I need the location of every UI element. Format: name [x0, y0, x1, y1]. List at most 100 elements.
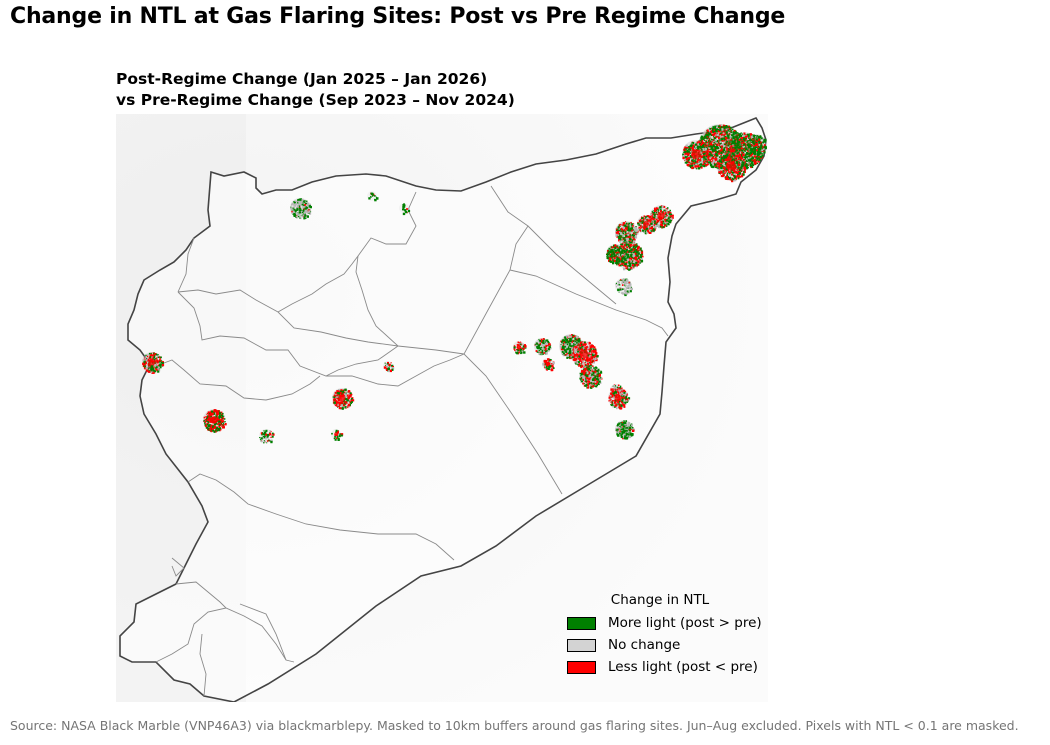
ntl-pixel — [747, 152, 749, 154]
ntl-pixel — [550, 359, 552, 361]
site-core-decrease — [545, 361, 551, 367]
ntl-pixel — [728, 156, 731, 159]
ntl-pixel — [736, 153, 738, 155]
ntl-pixel — [309, 205, 312, 209]
ntl-pixel — [685, 152, 689, 155]
ntl-pixel — [633, 234, 636, 237]
ntl-pixel — [607, 250, 609, 252]
ntl-pixel — [301, 203, 304, 206]
ntl-pixel — [708, 145, 712, 148]
ntl-pixel — [753, 150, 755, 151]
ntl-pixel — [720, 151, 723, 154]
ntl-pixel — [626, 282, 628, 284]
ntl-pixel — [734, 153, 736, 155]
ntl-pixel — [640, 249, 643, 252]
ntl-pixel — [713, 137, 717, 140]
ntl-pixel — [723, 125, 725, 127]
ntl-pixel — [606, 254, 609, 257]
ntl-pixel — [715, 162, 717, 164]
ntl-pixel — [609, 257, 611, 259]
ntl-pixel — [625, 232, 627, 234]
ntl-pixel — [629, 260, 631, 262]
ntl-pixel — [720, 144, 723, 146]
ntl-pixel — [670, 213, 672, 216]
ntl-pixel — [704, 162, 706, 165]
ntl-pixel — [606, 256, 608, 258]
ntl-pixel — [622, 267, 624, 269]
ntl-pixel — [734, 158, 737, 161]
ntl-pixel — [733, 157, 736, 160]
ntl-pixel — [302, 210, 305, 213]
ntl-pixel — [727, 125, 730, 128]
ntl-pixel — [544, 366, 546, 368]
ntl-pixel — [714, 125, 716, 127]
ntl-pixel — [732, 136, 735, 140]
ntl-pixel — [541, 349, 543, 351]
ntl-pixel — [635, 233, 637, 235]
ntl-pixel — [711, 141, 713, 143]
ntl-pixel — [295, 202, 297, 204]
ntl-pixel — [740, 165, 743, 168]
ntl-pixel — [710, 132, 713, 135]
ntl-pixel — [732, 135, 734, 137]
ntl-pixel — [623, 264, 625, 267]
ntl-pixel — [572, 334, 575, 338]
ntl-pixel — [550, 360, 552, 362]
ntl-pixel — [722, 166, 725, 169]
ntl-pixel — [628, 234, 631, 236]
ntl-pixel — [667, 220, 671, 223]
ntl-pixel — [628, 245, 631, 248]
ntl-pixel — [626, 227, 630, 230]
ntl-pixel — [703, 160, 705, 162]
ntl-pixel — [634, 233, 637, 236]
ntl-pixel — [301, 214, 303, 216]
flaring-site-cluster — [542, 358, 555, 372]
ntl-pixel — [374, 195, 376, 197]
ntl-pixel — [549, 365, 552, 368]
ntl-pixel — [709, 152, 711, 154]
ntl-pixel — [738, 154, 741, 157]
ntl-pixel — [763, 139, 766, 142]
ntl-pixel — [726, 140, 729, 143]
ntl-pixel — [710, 161, 713, 163]
ntl-pixel — [299, 208, 302, 212]
ntl-pixel — [629, 283, 632, 286]
ntl-pixel — [627, 228, 630, 231]
ntl-pixel — [730, 142, 733, 145]
ntl-pixel — [611, 254, 613, 257]
ntl-pixel — [306, 202, 308, 203]
ntl-pixel — [616, 256, 618, 259]
ntl-pixel — [709, 142, 712, 145]
ntl-pixel — [714, 128, 718, 131]
ntl-pixel — [666, 208, 668, 211]
ntl-pixel — [751, 144, 753, 147]
ntl-pixel — [711, 128, 712, 130]
ntl-pixel — [650, 222, 653, 225]
ntl-pixel — [747, 151, 749, 153]
ntl-pixel — [633, 240, 636, 243]
ntl-pixel — [612, 259, 614, 261]
ntl-pixel — [633, 266, 635, 268]
ntl-pixel — [660, 210, 662, 213]
ntl-pixel — [647, 221, 650, 224]
ntl-pixel — [543, 352, 545, 354]
ntl-pixel — [744, 165, 746, 167]
ntl-pixel — [704, 164, 707, 167]
ntl-pixel — [615, 231, 618, 234]
ntl-pixel — [305, 207, 308, 209]
ntl-pixel — [405, 210, 408, 214]
ntl-pixel — [368, 197, 371, 200]
ntl-pixel — [733, 136, 735, 138]
ntl-pixel — [707, 156, 709, 159]
ntl-pixel — [705, 151, 707, 154]
ntl-pixel — [736, 142, 739, 145]
ntl-pixel — [697, 143, 700, 146]
ntl-pixel — [547, 368, 550, 370]
ntl-pixel — [626, 233, 628, 234]
ntl-pixel — [760, 149, 762, 152]
ntl-pixel — [624, 279, 627, 282]
ntl-pixel — [737, 138, 739, 140]
ntl-pixel — [628, 250, 631, 253]
ntl-pixel — [301, 210, 303, 212]
ntl-pixel — [536, 346, 539, 349]
